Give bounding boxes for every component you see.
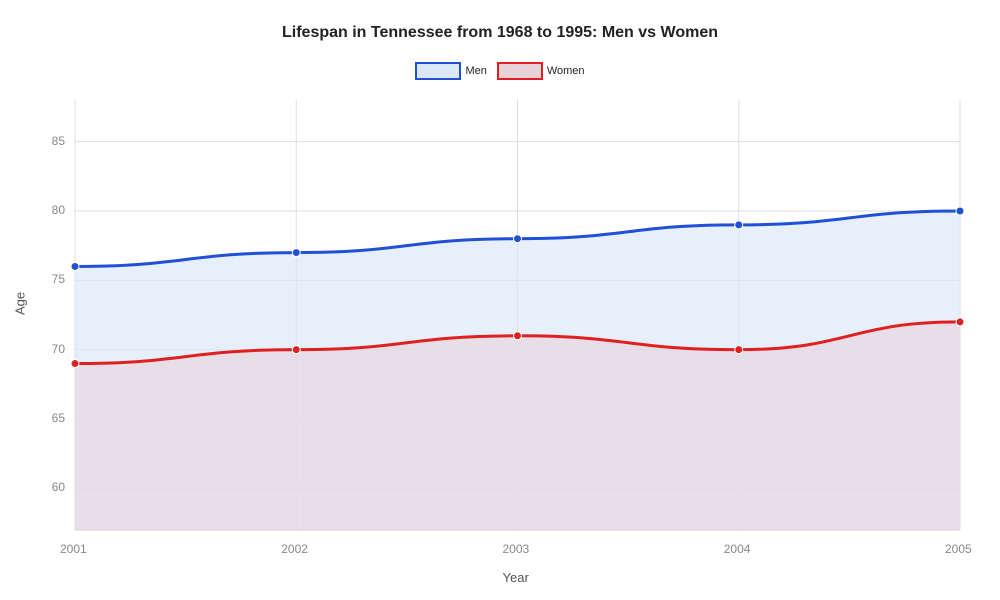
y-axis-label: Age [13,292,28,315]
x-tick-label: 2005 [945,542,972,556]
y-tick-label: 70 [52,342,65,356]
chart-svg [0,0,1000,600]
y-tick-label: 85 [52,134,65,148]
y-tick-label: 80 [52,203,65,217]
x-axis-label: Year [503,570,529,585]
y-tick-label: 65 [52,411,65,425]
chart-container: Lifespan in Tennessee from 1968 to 1995:… [0,0,1000,600]
x-tick-label: 2004 [724,542,751,556]
x-tick-label: 2002 [281,542,308,556]
y-tick-label: 60 [52,480,65,494]
y-tick-label: 75 [52,272,65,286]
x-tick-label: 2003 [503,542,530,556]
x-tick-label: 2001 [60,542,87,556]
